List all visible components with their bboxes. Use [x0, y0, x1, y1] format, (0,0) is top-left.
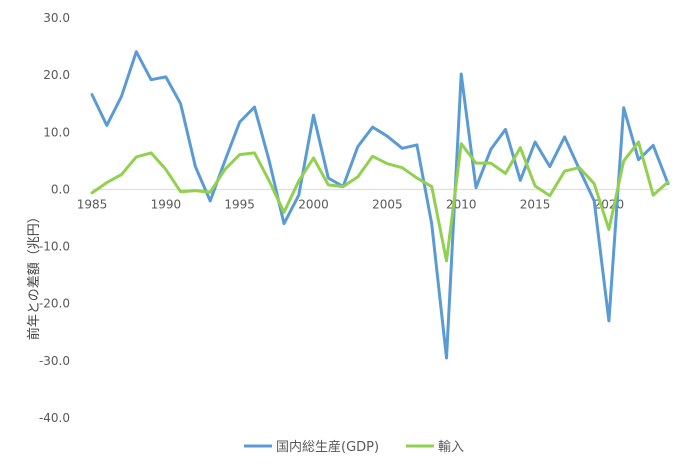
- x-tick-label: 1990: [151, 197, 182, 211]
- y-tick-label: 20.0: [43, 68, 70, 82]
- y-tick-label: 30.0: [43, 11, 70, 25]
- y-tick-label: 10.0: [43, 125, 70, 139]
- series-line-1: [90, 140, 670, 263]
- y-tick-label: -10.0: [39, 240, 70, 254]
- y-tick-label: -30.0: [39, 354, 70, 368]
- x-tick-label: 2005: [372, 197, 403, 211]
- legend-label-0: 国内総生産(GDP): [276, 439, 379, 455]
- x-tick-label: 1985: [77, 197, 108, 211]
- x-tick-label: 1995: [224, 197, 255, 211]
- y-tick-label: -40.0: [39, 411, 70, 425]
- x-axis-ticks: 1985 1990 1995 2000 2005 2010 2015 2020: [77, 197, 624, 211]
- y-axis-ticks: 30.0 20.0 10.0 0.0 -10.0 -20.0 -30.0 -40.0: [39, 11, 70, 425]
- y-axis-title: 前年との差額（兆円）: [26, 210, 42, 340]
- x-tick-label: 2015: [520, 197, 551, 211]
- legend: 国内総生産(GDP) 輸入: [244, 439, 464, 455]
- series-line-0: [90, 50, 670, 360]
- x-tick-label: 2010: [446, 197, 477, 211]
- legend-label-1: 輸入: [438, 440, 464, 455]
- y-tick-label: -20.0: [39, 297, 70, 311]
- y-tick-label: 0.0: [51, 182, 70, 196]
- series-lines: [90, 50, 670, 360]
- x-tick-label: 2000: [298, 197, 329, 211]
